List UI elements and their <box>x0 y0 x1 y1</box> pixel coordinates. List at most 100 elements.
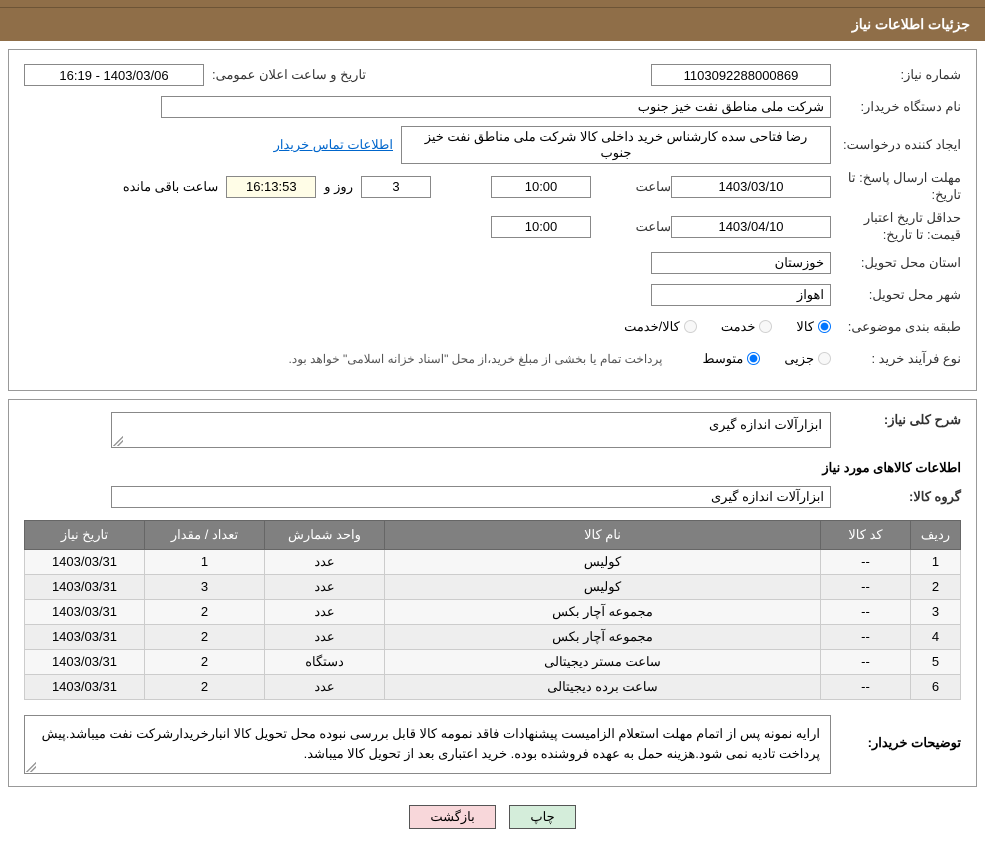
radio-goods-service-label: کالا/خدمت <box>624 319 680 335</box>
table-cell: 5 <box>911 649 961 674</box>
requester-field: رضا فتاحی سده کارشناس خرید داخلی کالا شر… <box>401 126 831 164</box>
table-row: 4--مجموعه آچار بکسعدد21403/03/31 <box>25 624 961 649</box>
table-cell: 2 <box>145 624 265 649</box>
table-cell: 3 <box>145 574 265 599</box>
days-remaining-field: 3 <box>361 176 431 198</box>
buyer-org-label: نام دستگاه خریدار: <box>831 99 961 115</box>
top-bar <box>0 0 985 8</box>
response-date-field: 1403/03/10 <box>671 176 831 198</box>
process-radio-group: جزیی متوسط <box>682 351 831 367</box>
table-cell: مجموعه آچار بکس <box>385 599 821 624</box>
buyer-notes-label: توضیحات خریدار: <box>831 715 961 751</box>
radio-minor[interactable] <box>818 352 831 365</box>
th-row: ردیف <box>911 520 961 549</box>
table-cell: 1 <box>911 549 961 574</box>
button-row: چاپ بازگشت <box>0 795 985 839</box>
th-unit: واحد شمارش <box>265 520 385 549</box>
category-label: طبقه بندی موضوعی: <box>831 319 961 335</box>
radio-goods-service[interactable] <box>684 320 697 333</box>
remaining-label: ساعت باقی مانده <box>123 179 226 195</box>
process-label: نوع فرآیند خرید : <box>831 351 961 367</box>
table-cell: عدد <box>265 599 385 624</box>
table-cell: -- <box>821 574 911 599</box>
table-cell: 1403/03/31 <box>25 674 145 699</box>
table-cell: دستگاه <box>265 649 385 674</box>
table-cell: ساعت مستر دیجیتالی <box>385 649 821 674</box>
items-header: اطلاعات کالاهای مورد نیاز <box>24 460 961 476</box>
radio-goods[interactable] <box>818 320 831 333</box>
buyer-notes-box: ارایه نمونه پس از اتمام مهلت استعلام الز… <box>24 715 831 775</box>
announce-label: تاریخ و ساعت اعلان عمومی: <box>204 67 366 83</box>
group-label: گروه کالا: <box>831 489 961 505</box>
th-qty: تعداد / مقدار <box>145 520 265 549</box>
days-label: روز و <box>316 179 361 195</box>
response-time-field: 10:00 <box>491 176 591 198</box>
radio-medium[interactable] <box>747 352 760 365</box>
table-cell: 1403/03/31 <box>25 549 145 574</box>
table-cell: -- <box>821 674 911 699</box>
th-date: تاریخ نیاز <box>25 520 145 549</box>
table-cell: 6 <box>911 674 961 699</box>
price-validity-label: حداقل تاریخ اعتبار قیمت: تا تاریخ: <box>831 210 961 244</box>
table-cell: عدد <box>265 574 385 599</box>
radio-goods-label: کالا <box>796 319 814 335</box>
price-validity-date: 1403/04/10 <box>671 216 831 238</box>
province-field: خوزستان <box>651 252 831 274</box>
table-cell: عدد <box>265 549 385 574</box>
time-label-2: ساعت <box>591 219 671 235</box>
radio-minor-label: جزیی <box>784 351 814 367</box>
requester-label: ایجاد کننده درخواست: <box>831 137 961 153</box>
table-cell: 1403/03/31 <box>25 649 145 674</box>
countdown-field: 16:13:53 <box>226 176 316 198</box>
table-cell: -- <box>821 624 911 649</box>
radio-service-label: خدمت <box>721 319 756 335</box>
city-label: شهر محل تحویل: <box>831 287 961 303</box>
announce-field: 1403/03/06 - 16:19 <box>24 64 204 86</box>
table-header-row: ردیف کد کالا نام کالا واحد شمارش تعداد /… <box>25 520 961 549</box>
table-cell: عدد <box>265 674 385 699</box>
items-table: ردیف کد کالا نام کالا واحد شمارش تعداد /… <box>24 520 961 700</box>
table-row: 2--کولیسعدد31403/03/31 <box>25 574 961 599</box>
table-cell: 1 <box>145 549 265 574</box>
table-body: 1--کولیسعدد11403/03/312--کولیسعدد31403/0… <box>25 549 961 699</box>
table-cell: 2 <box>145 674 265 699</box>
price-validity-time: 10:00 <box>491 216 591 238</box>
table-cell: 1403/03/31 <box>25 574 145 599</box>
table-row: 5--ساعت مستر دیجیتالیدستگاه21403/03/31 <box>25 649 961 674</box>
general-desc-box: ابزارآلات اندازه گیری <box>111 412 831 448</box>
details-panel: شماره نیاز: 1103092288000869 تاریخ و ساع… <box>8 49 977 391</box>
city-field: اهواز <box>651 284 831 306</box>
table-cell: 1403/03/31 <box>25 624 145 649</box>
back-button[interactable]: بازگشت <box>409 805 495 829</box>
th-name: نام کالا <box>385 520 821 549</box>
table-cell: -- <box>821 549 911 574</box>
table-cell: کولیس <box>385 574 821 599</box>
time-label-1: ساعت <box>591 179 671 195</box>
need-number-field: 1103092288000869 <box>651 64 831 86</box>
page-header: جزئیات اطلاعات نیاز <box>0 8 985 41</box>
table-cell: کولیس <box>385 549 821 574</box>
general-desc-label: شرح کلی نیاز: <box>831 412 961 428</box>
response-deadline-label: مهلت ارسال پاسخ: تا تاریخ: <box>831 170 961 204</box>
need-number-label: شماره نیاز: <box>831 67 961 83</box>
table-cell: 2 <box>145 599 265 624</box>
table-row: 3--مجموعه آچار بکسعدد21403/03/31 <box>25 599 961 624</box>
table-cell: 1403/03/31 <box>25 599 145 624</box>
radio-medium-label: متوسط <box>702 351 743 367</box>
radio-service[interactable] <box>759 320 772 333</box>
process-note: پرداخت تمام یا بخشی از مبلغ خرید،از محل … <box>289 352 663 366</box>
print-button[interactable]: چاپ <box>509 805 575 829</box>
category-radio-group: کالا خدمت کالا/خدمت <box>604 319 831 335</box>
table-cell: ساعت برده دیجیتالی <box>385 674 821 699</box>
table-cell: مجموعه آچار بکس <box>385 624 821 649</box>
th-code: کد کالا <box>821 520 911 549</box>
province-label: استان محل تحویل: <box>831 255 961 271</box>
contact-link[interactable]: اطلاعات تماس خریدار <box>274 137 393 153</box>
table-cell: 4 <box>911 624 961 649</box>
table-cell: عدد <box>265 624 385 649</box>
group-field: ابزارآلات اندازه گیری <box>111 486 831 508</box>
buyer-org-field: شرکت ملی مناطق نفت خیز جنوب <box>161 96 831 118</box>
table-cell: -- <box>821 599 911 624</box>
table-row: 1--کولیسعدد11403/03/31 <box>25 549 961 574</box>
table-cell: 2 <box>145 649 265 674</box>
